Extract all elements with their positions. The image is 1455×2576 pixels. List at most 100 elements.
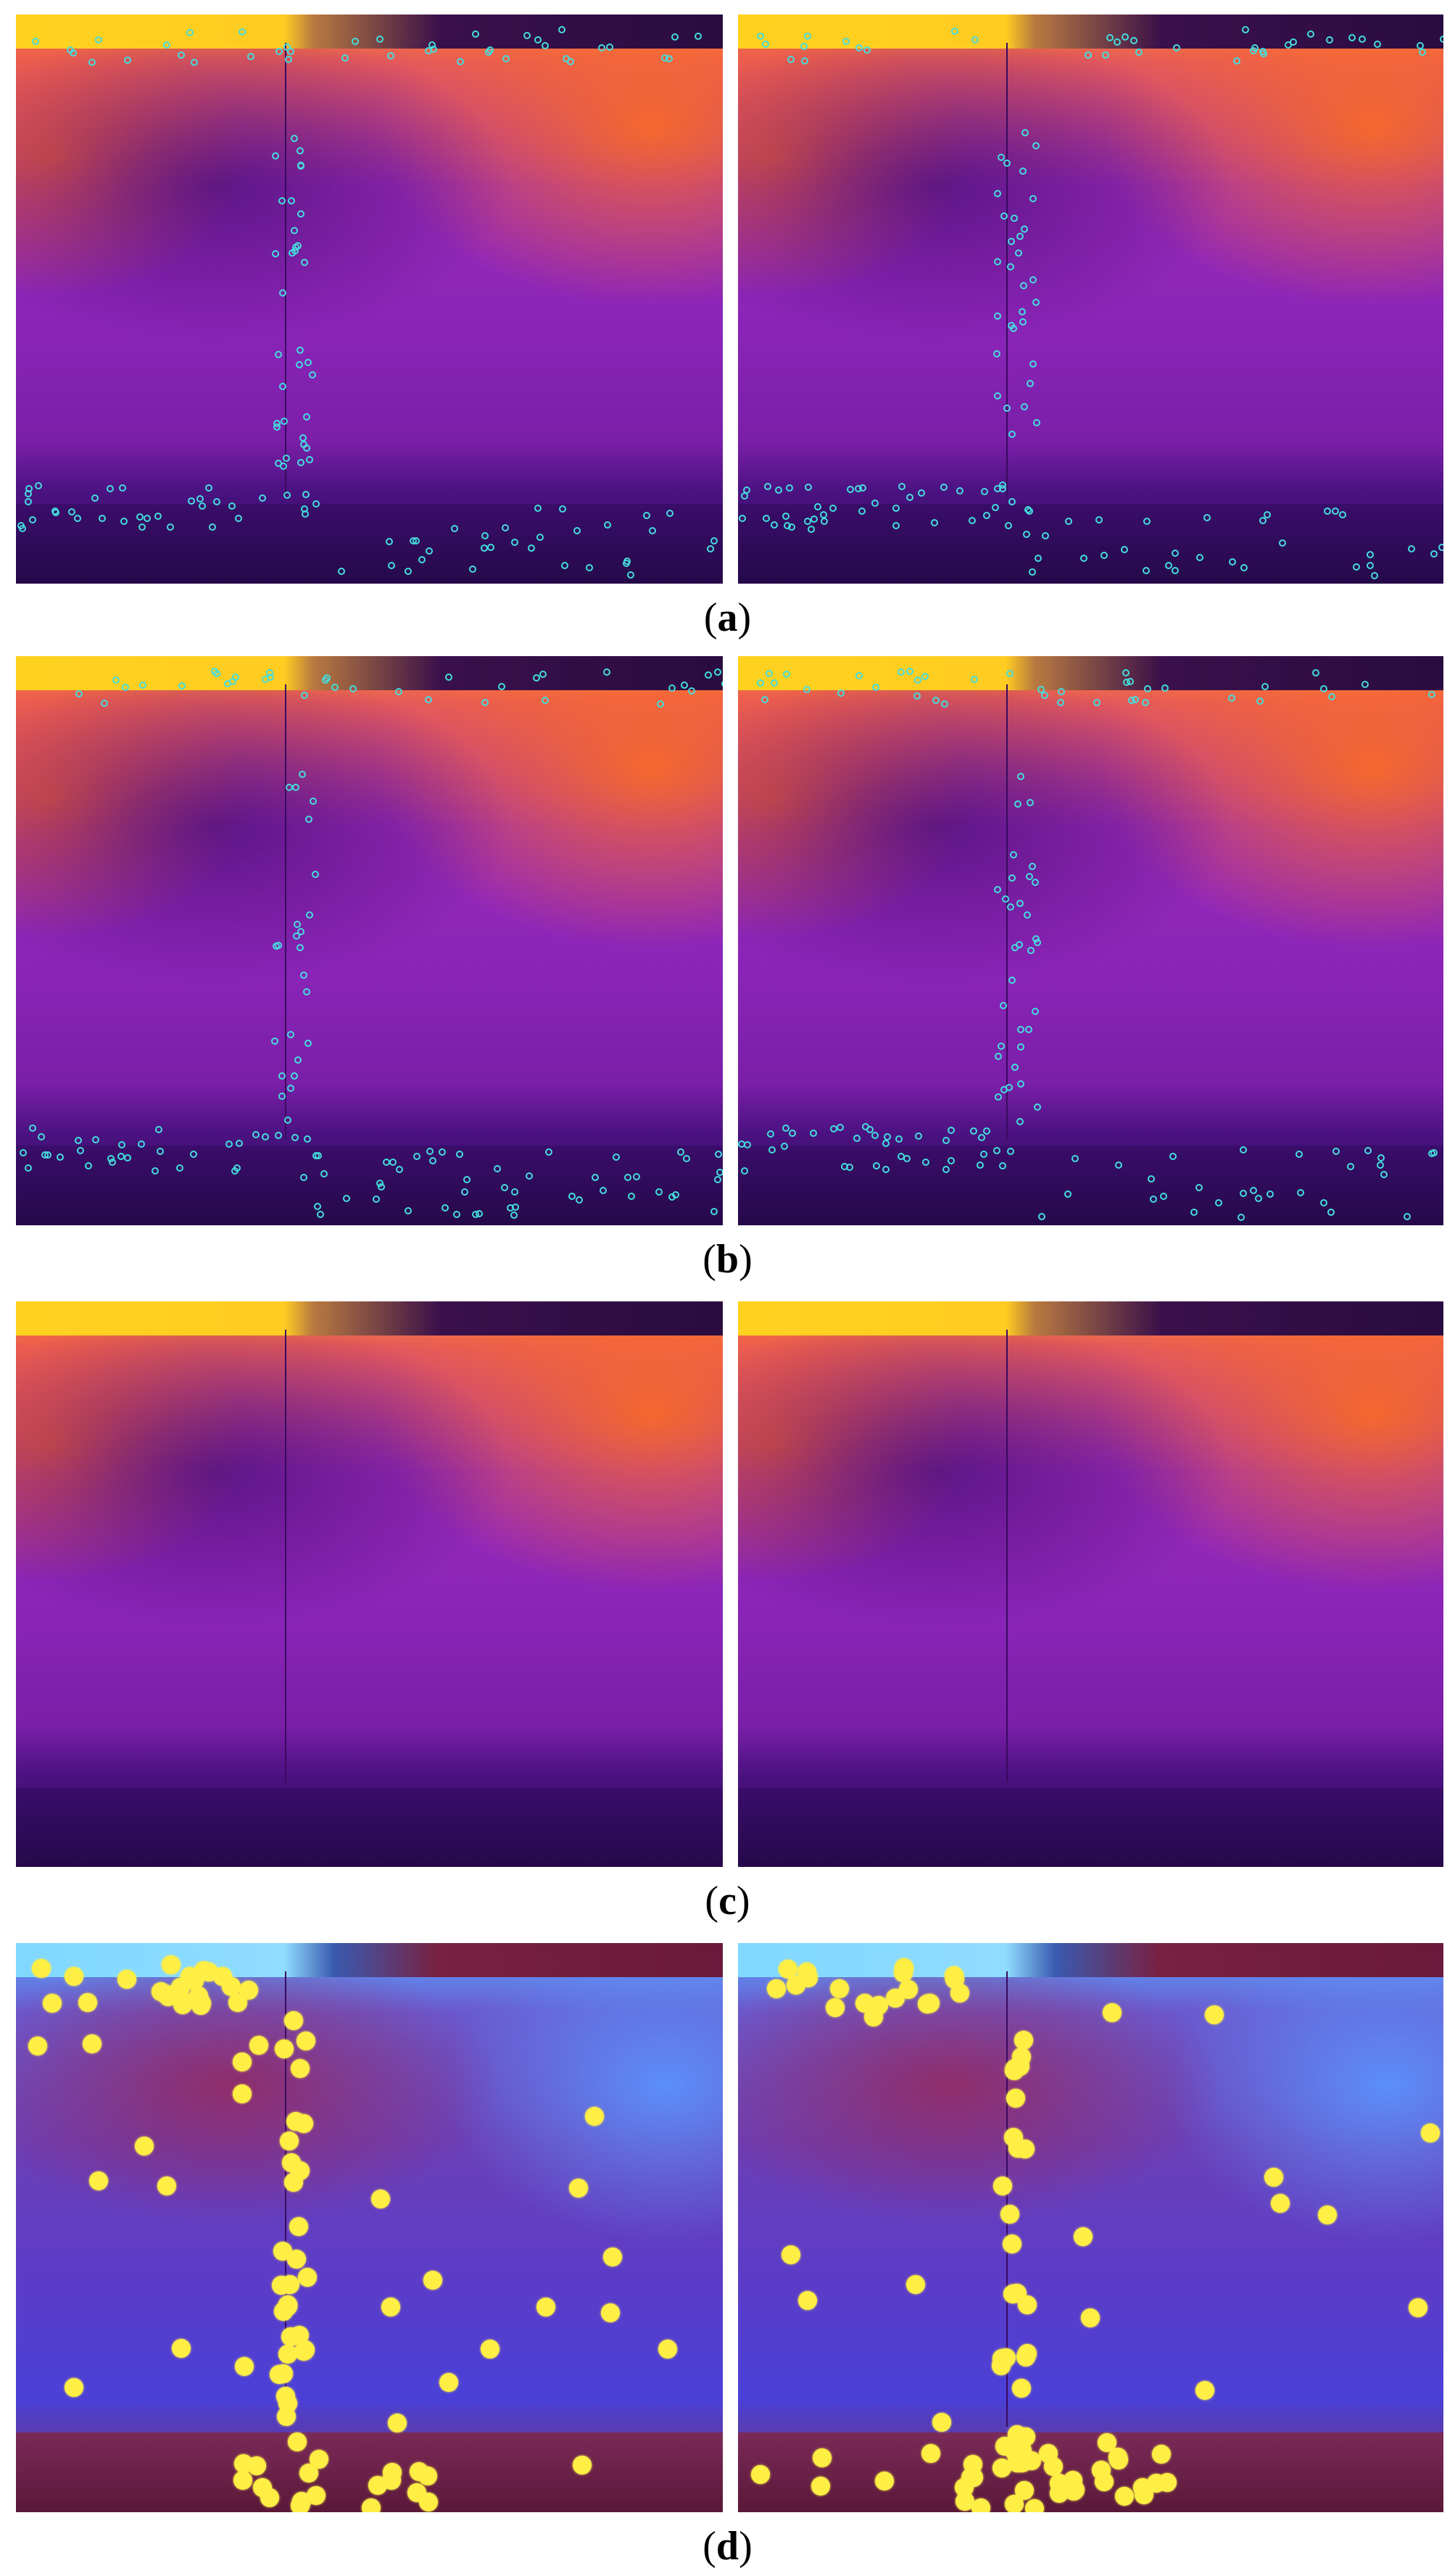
wall-crack xyxy=(1006,1330,1008,1782)
feature-ring xyxy=(305,815,313,823)
keypoint-marker xyxy=(1018,2344,1037,2364)
feature-ring xyxy=(91,494,99,502)
feature-ring xyxy=(872,683,880,691)
keypoint-marker xyxy=(1011,2378,1031,2398)
feature-ring xyxy=(1215,1199,1222,1207)
feature-ring xyxy=(1026,380,1034,388)
feature-ring xyxy=(404,567,412,575)
feature-ring xyxy=(151,1167,159,1175)
ground-region xyxy=(738,1787,1443,1867)
feature-ring xyxy=(511,538,519,546)
feature-ring xyxy=(528,544,536,552)
feature-ring xyxy=(942,1165,950,1173)
keypoint-marker xyxy=(271,2275,291,2295)
feature-ring xyxy=(800,57,808,65)
feature-ring xyxy=(1122,679,1130,687)
feature-ring xyxy=(293,932,301,940)
feature-ring xyxy=(829,505,837,513)
feature-ring xyxy=(623,1173,631,1181)
feature-ring xyxy=(841,1163,849,1171)
feature-ring xyxy=(1038,1213,1046,1221)
keypoint-marker xyxy=(278,2345,298,2364)
feature-ring xyxy=(774,486,782,494)
keypoint-marker xyxy=(289,2216,309,2236)
feature-ring xyxy=(122,684,130,692)
feature-ring xyxy=(1020,403,1028,411)
feature-ring xyxy=(274,1131,282,1139)
feature-ring xyxy=(1255,1194,1263,1202)
feature-ring xyxy=(41,1151,49,1159)
feature-ring xyxy=(463,1176,471,1184)
feature-ring xyxy=(304,1135,312,1143)
feature-ring xyxy=(1233,57,1241,65)
feature-ring xyxy=(450,524,458,532)
feature-ring xyxy=(768,1146,776,1154)
feature-ring xyxy=(352,37,360,45)
feature-ring xyxy=(176,1164,184,1172)
feature-ring xyxy=(1319,1199,1327,1207)
feature-ring xyxy=(1289,38,1297,46)
feature-ring xyxy=(656,700,664,708)
feature-ring xyxy=(1023,530,1031,538)
feature-ring xyxy=(457,57,465,65)
feature-ring xyxy=(993,312,1001,320)
feature-ring xyxy=(285,55,293,63)
feature-ring xyxy=(199,502,207,510)
keypoint-marker xyxy=(1024,2498,1044,2512)
feature-ring xyxy=(301,258,309,266)
feature-ring xyxy=(288,249,296,257)
feature-ring xyxy=(51,507,59,515)
feature-ring xyxy=(317,1210,325,1218)
feature-ring xyxy=(67,508,75,515)
feature-ring xyxy=(783,670,791,678)
feature-ring xyxy=(138,681,146,689)
feature-ring xyxy=(481,532,489,540)
wall-crack xyxy=(1006,43,1008,499)
feature-ring xyxy=(993,392,1001,399)
feature-ring xyxy=(1130,37,1138,45)
feature-ring xyxy=(1024,1026,1032,1034)
feature-ring xyxy=(278,1093,286,1101)
wall-crack xyxy=(284,1971,286,2427)
feature-ring xyxy=(1165,562,1173,570)
feature-ring xyxy=(1032,299,1040,307)
caption-a: (a) xyxy=(703,595,752,640)
keypoint-marker xyxy=(1102,2003,1122,2023)
keypoint-marker xyxy=(290,2161,310,2181)
keypoint-marker xyxy=(233,2052,252,2071)
feature-ring xyxy=(1195,1184,1203,1192)
feature-ring xyxy=(1364,1147,1372,1155)
feature-ring xyxy=(1237,1214,1245,1222)
feature-ring xyxy=(1346,1163,1354,1171)
sky-region xyxy=(738,1943,1443,1978)
feature-ring xyxy=(1161,684,1169,692)
feature-ring xyxy=(1032,1008,1040,1016)
feature-ring xyxy=(1320,685,1328,693)
feature-ring xyxy=(1370,571,1378,579)
keypoint-marker xyxy=(284,2011,304,2031)
feature-ring xyxy=(628,1193,636,1201)
feature-ring xyxy=(627,571,635,579)
feature-ring xyxy=(1263,510,1271,518)
feature-ring xyxy=(291,1133,299,1141)
feature-ring xyxy=(1190,1208,1198,1216)
feature-ring xyxy=(162,41,170,49)
feature-ring xyxy=(1227,695,1235,703)
feature-ring xyxy=(494,1164,502,1172)
keypoint-marker xyxy=(297,2267,317,2287)
feature-ring xyxy=(1250,1187,1258,1195)
keypoint-marker xyxy=(239,1980,259,2000)
feature-ring xyxy=(1042,531,1050,539)
keypoint-marker xyxy=(995,2436,1014,2456)
feature-ring xyxy=(898,482,906,490)
feature-ring xyxy=(1015,249,1023,257)
feature-ring xyxy=(1003,160,1011,167)
feature-ring xyxy=(1122,669,1129,677)
feature-ring xyxy=(1029,568,1037,576)
keypoint-marker xyxy=(371,2189,391,2208)
thermal-image-d-right xyxy=(738,1943,1443,2512)
feature-ring xyxy=(1032,879,1040,887)
keypoint-marker xyxy=(418,2493,438,2512)
feature-ring xyxy=(154,1126,162,1134)
feature-ring xyxy=(501,1183,509,1191)
